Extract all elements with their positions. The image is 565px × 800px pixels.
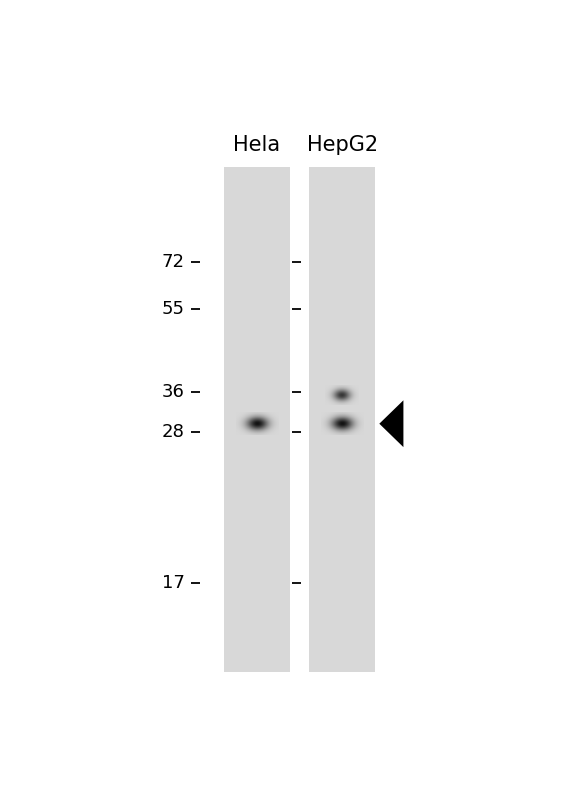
Text: 55: 55	[162, 299, 184, 318]
Text: 28: 28	[162, 422, 184, 441]
Bar	[309, 167, 375, 672]
Bar	[224, 167, 289, 672]
Polygon shape	[379, 400, 403, 447]
Text: 36: 36	[162, 382, 184, 401]
Text: 17: 17	[162, 574, 184, 592]
Text: Hela: Hela	[233, 134, 280, 154]
Text: 72: 72	[162, 254, 184, 271]
Text: HepG2: HepG2	[307, 134, 377, 154]
